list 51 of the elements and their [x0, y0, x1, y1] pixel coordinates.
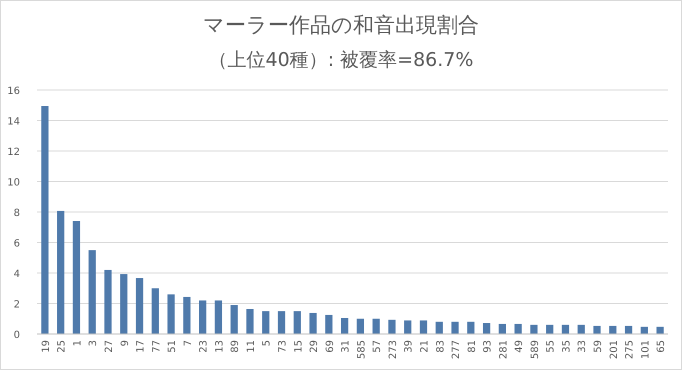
y-tick-label: 10 — [7, 178, 20, 188]
x-tick-label: 89 — [230, 340, 242, 353]
x-tick-label: 69 — [324, 340, 336, 353]
x-tick-label: 15 — [293, 340, 304, 353]
x-tick-label: 275 — [624, 340, 636, 360]
x-tick-label: 5 — [262, 340, 273, 346]
x-tick-label: 3 — [88, 340, 100, 346]
x-tick-label: 589 — [530, 340, 541, 360]
x-tick-label: 73 — [278, 340, 289, 353]
x-tick-label: 23 — [198, 340, 210, 353]
y-tick-label: 2 — [14, 300, 20, 310]
x-tick-label: 65 — [656, 340, 668, 353]
x-tick-label: 77 — [151, 340, 162, 353]
x-tick-label: 21 — [419, 340, 430, 353]
x-tick-label: 31 — [340, 340, 352, 353]
x-tick-label: 7 — [182, 340, 194, 346]
y-tick-label: 0 — [14, 330, 20, 341]
y-tick-label: 8 — [14, 208, 20, 219]
x-tick-label: 17 — [136, 340, 147, 353]
x-tick-label: 83 — [435, 340, 446, 353]
x-tick-label: 81 — [466, 340, 478, 353]
x-tick-label: 33 — [577, 340, 588, 353]
x-tick-label: 273 — [388, 340, 399, 360]
x-tick-label: 27 — [104, 340, 115, 353]
x-tick-label: 39 — [404, 340, 415, 353]
y-tick-label: 12 — [7, 147, 20, 158]
x-tick-label: 51 — [167, 340, 178, 353]
x-tick-label: 49 — [514, 340, 526, 353]
x-tick-label: 1 — [72, 340, 84, 346]
subtitle: （上位40種）: 被覆率=86.7% — [208, 49, 474, 71]
x-tick-label: 35 — [561, 340, 572, 353]
x-tick-label: 19 — [40, 340, 52, 353]
x-tick-label: 57 — [372, 340, 384, 353]
x-tick-label: 13 — [214, 340, 226, 353]
x-tick-label: 59 — [593, 340, 604, 353]
x-tick-label: 11 — [246, 340, 257, 353]
x-tick-label: 93 — [482, 340, 494, 353]
x-tick-label: 281 — [498, 340, 510, 360]
x-tick-label: 55 — [546, 340, 557, 353]
x-tick-label: 585 — [356, 340, 368, 360]
title: マーラー作品の和音出現割合 — [203, 13, 479, 37]
x-tick-label: 277 — [451, 340, 462, 360]
x-tick-label: 201 — [608, 340, 620, 360]
y-tick-label: 4 — [14, 269, 20, 280]
y-tick-label: 14 — [7, 116, 20, 128]
x-tick-label: 25 — [56, 340, 68, 353]
x-tick-label: 29 — [309, 340, 320, 353]
y-tick-label: 6 — [14, 238, 20, 250]
x-tick-label: 101 — [640, 340, 652, 360]
y-tick-label: 16 — [7, 86, 20, 97]
x-tick-label: 9 — [120, 340, 131, 346]
